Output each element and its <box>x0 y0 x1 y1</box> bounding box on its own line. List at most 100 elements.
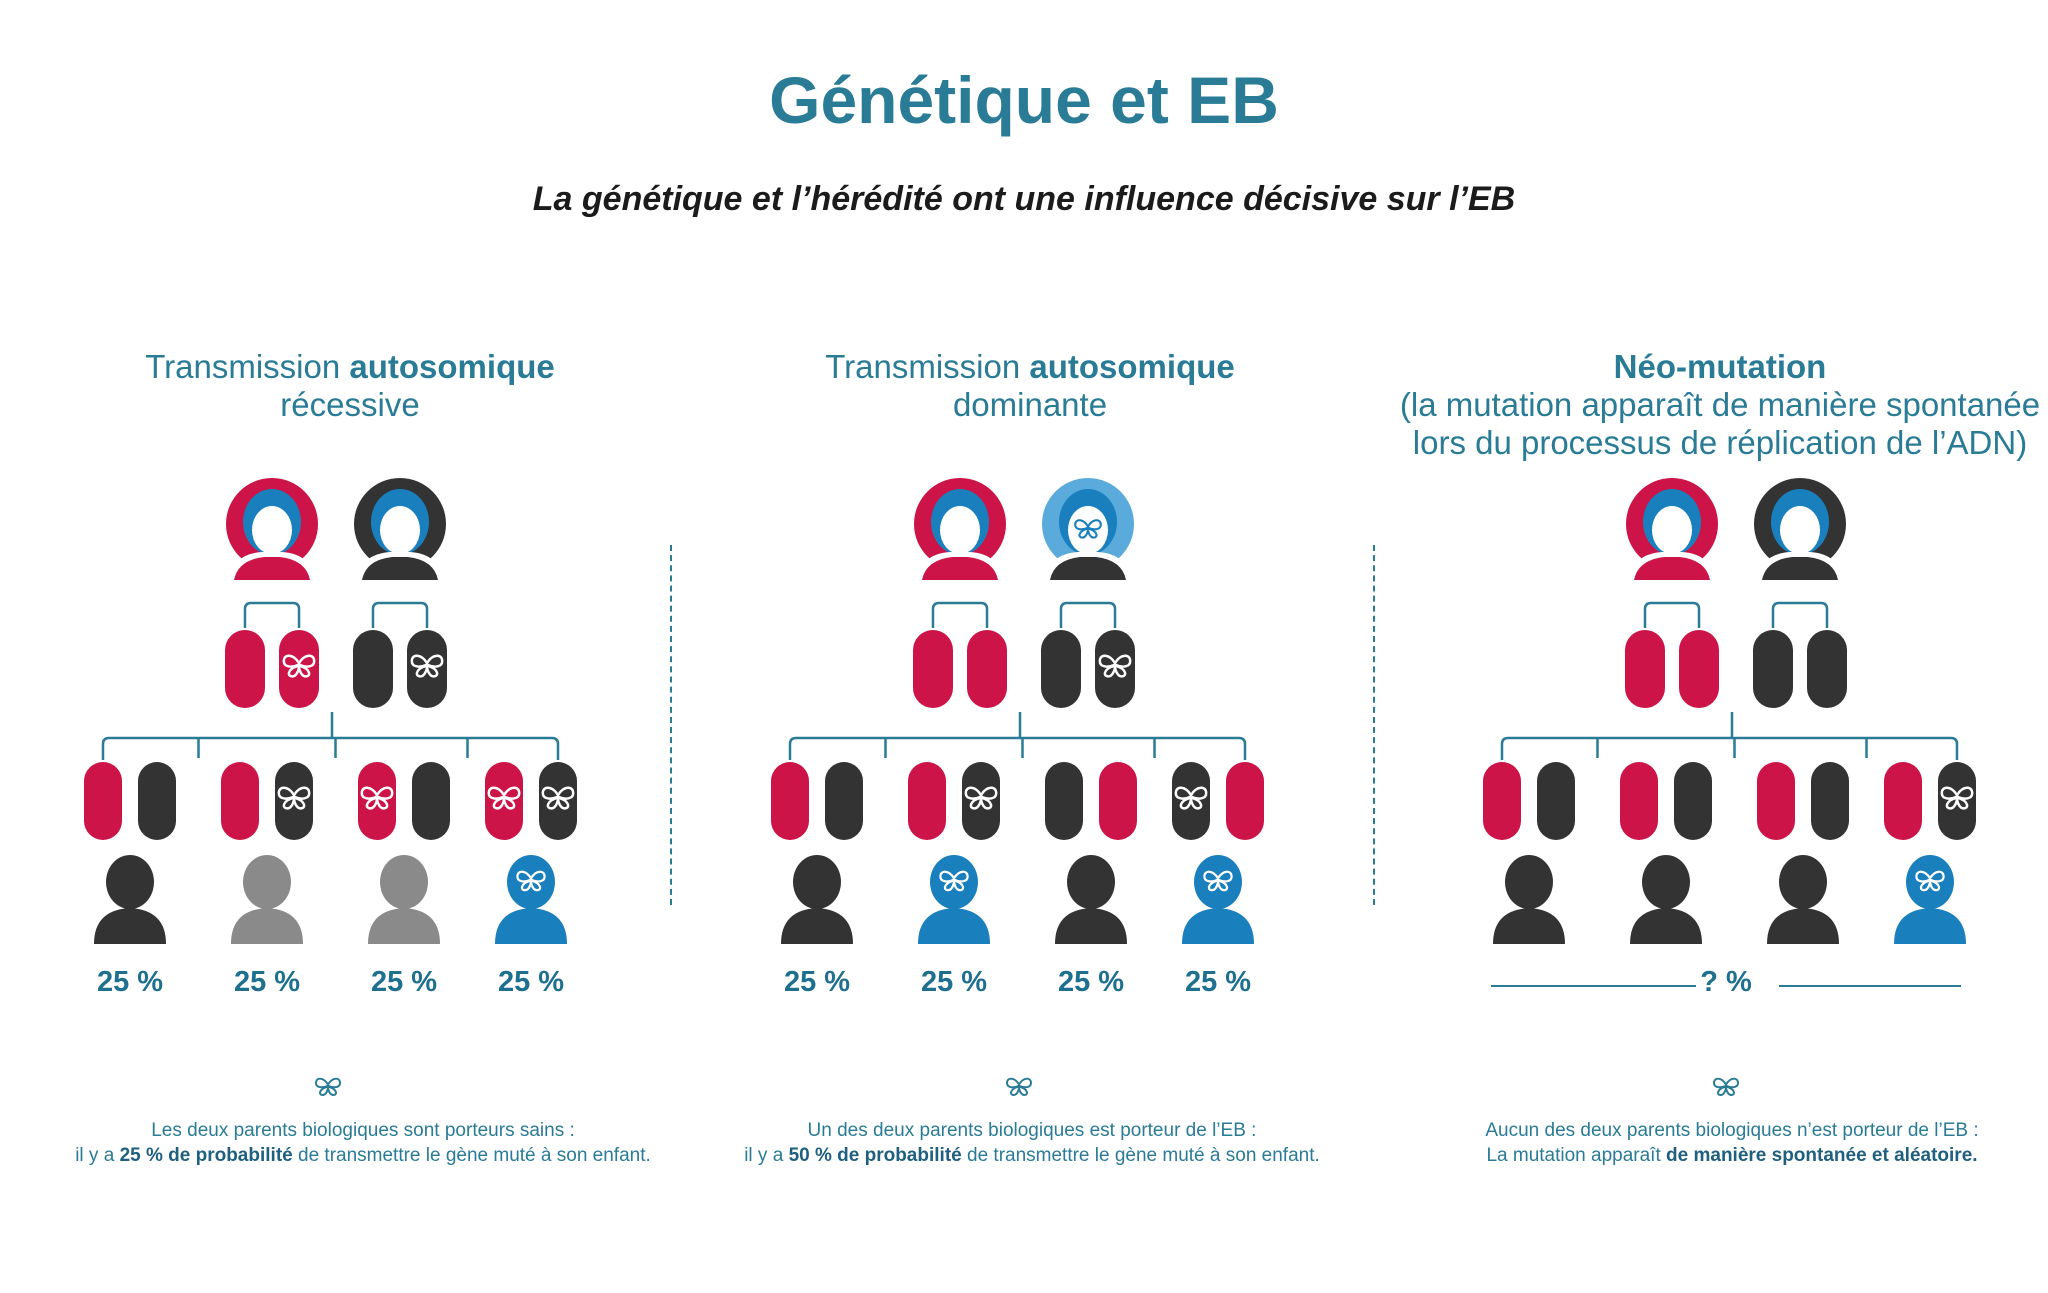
child-figure <box>1055 855 1127 944</box>
chromosome <box>279 630 319 708</box>
child-figure <box>1894 855 1966 944</box>
heading-line3: lors du processus de réplication de l’AD… <box>1412 424 2028 461</box>
child-figure <box>495 855 567 944</box>
percentage-label: 25 % <box>370 966 438 998</box>
bracket-line <box>1643 601 1701 628</box>
bracket-line <box>1059 601 1117 628</box>
chromosome <box>1620 762 1658 840</box>
percentage-label: 25 % <box>1057 966 1125 998</box>
butterfly-icon <box>315 1077 341 1096</box>
note-text: La mutation apparaît <box>1486 1145 1667 1166</box>
butterfly-icon <box>1006 1077 1032 1096</box>
butterfly-icon <box>1713 1077 1739 1096</box>
heading-text: Transmission <box>145 348 350 385</box>
chromosome <box>1226 762 1264 840</box>
note-line1: Aucun des deux parents biologiques n’est… <box>1485 1120 1979 1141</box>
heading-bold: Néo-mutation <box>1613 348 1827 385</box>
chromosome <box>358 762 396 840</box>
note-text: de transmettre le gène muté à son enfant… <box>292 1145 651 1166</box>
parent-avatar <box>914 478 1006 582</box>
note-text: il y a <box>75 1145 120 1166</box>
heading-line2: dominante <box>952 386 1108 423</box>
butterfly-icon <box>1940 786 1974 810</box>
percentage-label: 25 % <box>783 966 851 998</box>
heading-neomutation: Néo-mutation (la mutation apparaît de ma… <box>1370 348 2048 462</box>
percentage-label: 25 % <box>920 966 988 998</box>
chromosome <box>771 762 809 840</box>
chromosome <box>1041 630 1081 708</box>
chromosome <box>1807 630 1847 708</box>
heading-text: Transmission <box>825 348 1030 385</box>
chromosome <box>825 762 863 840</box>
child-figure <box>368 855 440 944</box>
percentage-label: 25 % <box>233 966 301 998</box>
note-bold: de manière spontanée et aléatoire. <box>1666 1145 1978 1166</box>
chromosome <box>967 630 1007 708</box>
bracket-line <box>931 601 989 628</box>
butterfly-icon <box>1174 786 1208 810</box>
note-dominant: Un des deux parents biologiques est port… <box>712 1118 1352 1168</box>
butterfly-icon <box>964 786 998 810</box>
page-subtitle: La génétique et l’hérédité ont une influ… <box>532 180 1516 218</box>
note-bold: 25 % de probabilité <box>119 1145 293 1166</box>
child-figure <box>918 855 990 944</box>
chromosome <box>412 762 450 840</box>
percentage-label: 25 % <box>96 966 164 998</box>
butterfly-icon <box>939 870 969 892</box>
parent-avatar <box>226 478 318 582</box>
note-recessive: Les deux parents biologiques sont porteu… <box>43 1118 683 1168</box>
percentage-label: 25 % <box>1184 966 1252 998</box>
tree-branch <box>101 736 560 760</box>
child-figure <box>781 855 853 944</box>
unknown-percentage-label: ? % <box>1700 966 1752 998</box>
tree-branch <box>1500 736 1959 760</box>
chromosome <box>908 762 946 840</box>
butterfly-icon <box>360 786 394 810</box>
parent-avatar <box>1754 478 1846 582</box>
heading-recessive: Transmission autosomique récessive <box>0 348 700 424</box>
chromosome <box>962 762 1000 840</box>
bracket-line <box>243 601 301 628</box>
note-text: de transmettre le gène muté à son enfant… <box>961 1145 1320 1166</box>
chromosome <box>485 762 523 840</box>
butterfly-icon <box>487 786 521 810</box>
chromosome <box>1753 630 1793 708</box>
tree-branch <box>788 736 1247 760</box>
chromosome <box>225 630 265 708</box>
note-line1: Les deux parents biologiques sont porteu… <box>151 1120 575 1141</box>
heading-bold: autosomique <box>349 348 555 385</box>
bracket-line <box>1771 601 1829 628</box>
heading-dominant: Transmission autosomique dominante <box>680 348 1380 424</box>
butterfly-icon <box>1915 870 1945 892</box>
heading-line2: (la mutation apparaît de manière spontan… <box>1399 386 2041 423</box>
note-line1: Un des deux parents biologiques est port… <box>807 1120 1257 1141</box>
child-figure <box>231 855 303 944</box>
heading-line2: récessive <box>280 386 420 423</box>
butterfly-icon <box>1203 870 1233 892</box>
butterfly-icon <box>282 654 316 678</box>
unknown-line-left <box>1491 985 1696 987</box>
heading-bold: autosomique <box>1029 348 1235 385</box>
chromosome <box>84 762 122 840</box>
butterfly-icon <box>410 654 444 678</box>
child-figure <box>1493 855 1565 944</box>
chromosome <box>1674 762 1712 840</box>
page-title: Génétique et EB <box>769 63 1279 137</box>
child-figure <box>94 855 166 944</box>
chromosome <box>1099 762 1137 840</box>
chromosome <box>539 762 577 840</box>
bracket-line <box>371 601 429 628</box>
unknown-line-right <box>1779 985 1961 987</box>
butterfly-icon <box>1074 519 1102 539</box>
note-text: il y a <box>744 1145 789 1166</box>
chromosome <box>1625 630 1665 708</box>
chromosome <box>353 630 393 708</box>
chromosome <box>1537 762 1575 840</box>
chromosome <box>1095 630 1135 708</box>
chromosome <box>1938 762 1976 840</box>
parent-avatar <box>354 478 446 582</box>
column-divider <box>1373 545 1375 905</box>
butterfly-icon <box>1098 654 1132 678</box>
chromosome <box>275 762 313 840</box>
